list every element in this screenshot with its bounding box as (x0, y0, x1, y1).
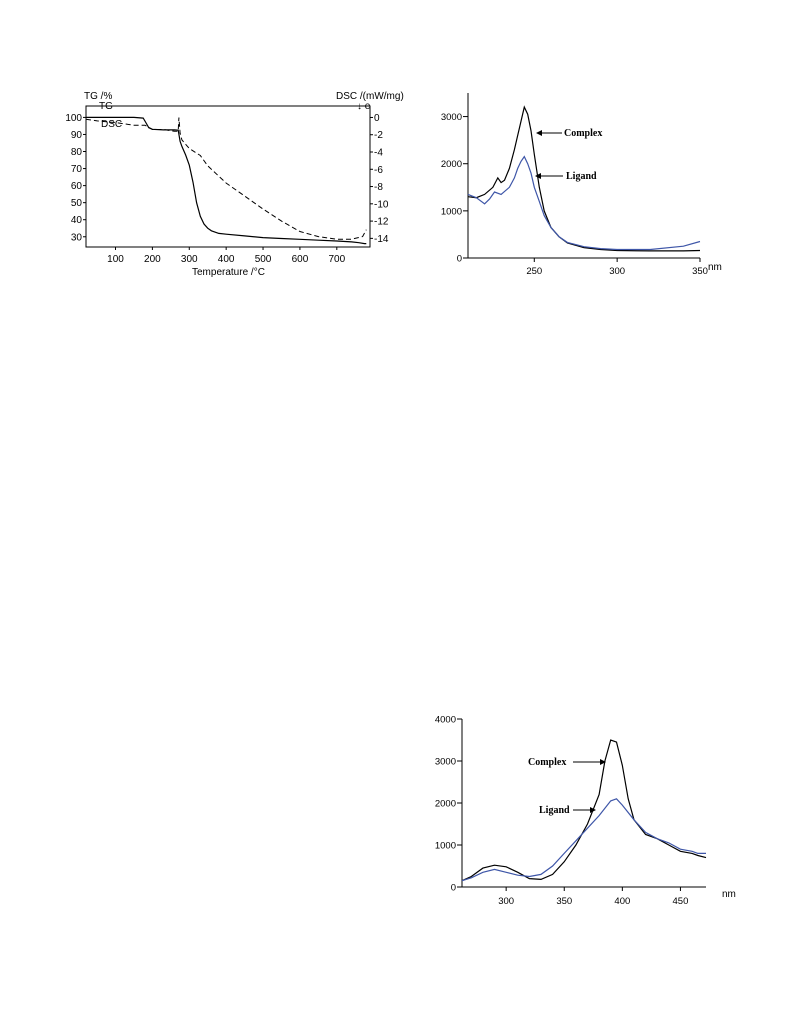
y-left-tick-label: 30 (71, 232, 83, 243)
uv2-complex-label: Complex (528, 757, 566, 768)
uv2-x-tick-label: 350 (556, 896, 572, 907)
uv1-y-tick-label: 0 (457, 254, 462, 265)
uv2-x-tick-label: 400 (614, 896, 630, 907)
uv2-complex-curve (461, 739, 707, 882)
tg-dsc-series (85, 116, 367, 245)
x-tick-label: 200 (144, 254, 161, 265)
uv2-x-tick-label: 300 (498, 896, 514, 907)
y-left-tick-label: 40 (71, 215, 83, 226)
x-tick-label: 500 (255, 254, 272, 265)
x-tick-label: 300 (181, 254, 198, 265)
tg-axis-label: TG /% (84, 91, 112, 102)
temperature-axis-label: Temperature /°C (192, 267, 265, 278)
dsc-axis-label: DSC /(mW/mg) (336, 91, 404, 102)
y-right-tick-label: -10 (374, 199, 389, 210)
uv1-ticks: 250 300 350 0 1000 2000 3000 (441, 112, 708, 277)
uv2-x-tick-label: 450 (673, 896, 689, 907)
uv2-axes (461, 719, 706, 888)
uv2-ligand-curve (461, 798, 706, 882)
uv1-complex-label: Complex (564, 128, 602, 139)
dsc-series-label: DSC (101, 119, 122, 130)
uv1-complex-curve (467, 105, 701, 252)
y-right-tick-label: -4 (374, 148, 383, 159)
uv1-y-tick-label: 2000 (441, 159, 462, 170)
x-tick-label: 100 (107, 254, 124, 265)
y-right-tick-label: -14 (374, 234, 389, 245)
y-right-tick-label: -2 (374, 130, 383, 141)
y-left-tick-label: 60 (71, 181, 83, 192)
y-right-tick-label: -6 (374, 165, 383, 176)
dsc-direction-marker: ↓ e (357, 101, 371, 112)
tg-dsc-axes (85, 105, 371, 248)
uv2-y-tick-label: 0 (451, 883, 456, 894)
uv2-axis-lines (461, 719, 706, 888)
uv2-y-tick-label: 3000 (435, 757, 456, 768)
uv1-ligand-label: Ligand (566, 171, 597, 182)
tg-series-label: TG (99, 101, 113, 112)
tg-curve (86, 116, 367, 245)
uv2-y-tick-label: 1000 (435, 841, 456, 852)
tg-dsc-ticks: 100 200 300 400 500 600 700 30 40 50 60 70 80 90 100 0 -… (65, 113, 389, 265)
uv1-x-tick-label: 250 (526, 266, 542, 277)
uv1-y-tick-label: 3000 (441, 112, 462, 123)
uv2-unit-label: nm (722, 889, 736, 900)
uv1-x-tick-label: 350 (692, 266, 708, 277)
uv2-y-tick-label: 4000 (435, 715, 456, 726)
uv2-ligand-arrowhead (590, 807, 596, 813)
uv2-ticks: 300 350 400 450 0 1000 2000 3000 4000 (435, 715, 689, 908)
y-left-tick-label: 100 (65, 113, 82, 124)
uv1-axes (467, 93, 700, 259)
uv1-ligand-arrowhead (535, 173, 541, 179)
x-tick-label: 700 (328, 254, 345, 265)
uv1-series (467, 105, 701, 252)
uv2-ligand-label: Ligand (539, 805, 570, 816)
dsc-curve (85, 117, 367, 240)
uv2-y-tick-label: 2000 (435, 799, 456, 810)
uv1-unit-label: nm (708, 262, 722, 273)
uv2-series (461, 739, 707, 882)
y-left-tick-label: 70 (71, 164, 83, 175)
tg-dsc-frame (85, 105, 371, 248)
y-right-tick-label: 0 (374, 113, 380, 124)
uv1-ligand-curve (467, 155, 701, 251)
uv2-complex-arrowhead (600, 759, 606, 765)
y-right-tick-label: -12 (374, 217, 389, 228)
y-left-tick-label: 90 (71, 130, 83, 141)
y-left-tick-label: 80 (71, 147, 83, 158)
uv1-x-tick-label: 300 (609, 266, 625, 277)
x-tick-label: 600 (292, 254, 309, 265)
uv1-y-tick-label: 1000 (441, 206, 462, 217)
uv1-complex-arrowhead (536, 130, 542, 136)
y-left-tick-label: 50 (71, 198, 83, 209)
uv1-axis-lines (467, 93, 700, 259)
x-tick-label: 400 (218, 254, 235, 265)
y-right-tick-label: -8 (374, 182, 383, 193)
